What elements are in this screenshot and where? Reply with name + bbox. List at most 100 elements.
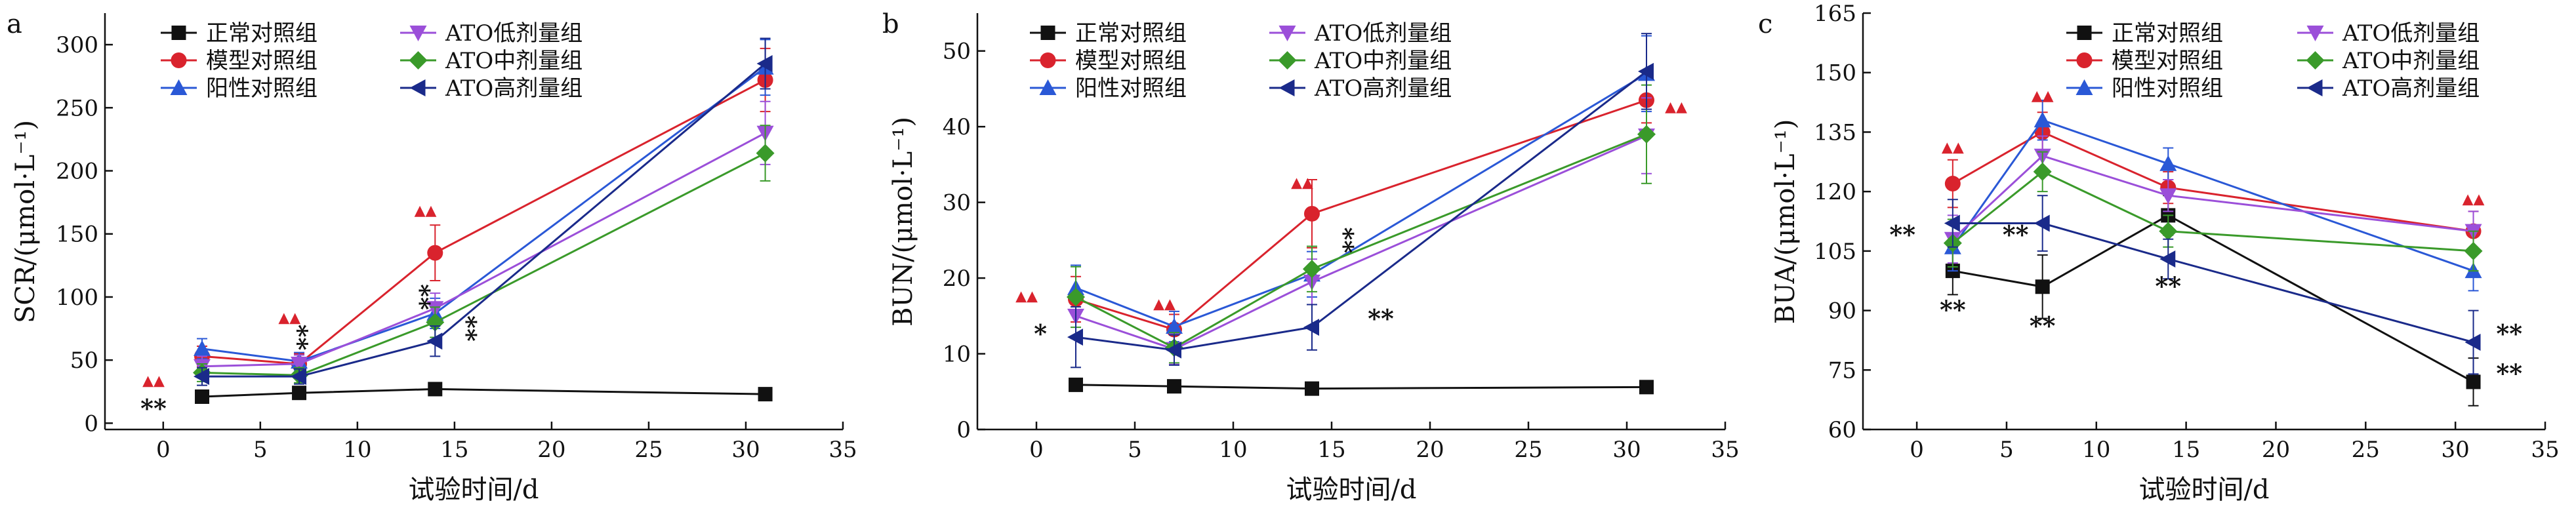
- series-line: [1075, 134, 1647, 351]
- series-line: [201, 152, 766, 376]
- y-tick-label: 200: [56, 159, 98, 185]
- significance-mark: **: [2496, 358, 2522, 388]
- legend-marker: [171, 26, 186, 40]
- data-point: [1637, 125, 1656, 144]
- significance-mark: **: [2030, 311, 2056, 340]
- legend-label: 模型对照组: [2112, 48, 2223, 74]
- legend-marker: [1040, 26, 1055, 40]
- data-point: [428, 382, 443, 397]
- series-0: [195, 382, 773, 404]
- x-tick-label: 30: [2442, 437, 2470, 463]
- data-point: [2159, 222, 2178, 241]
- data-point: [2464, 241, 2483, 260]
- data-point: [756, 54, 773, 72]
- legend-marker: [1278, 51, 1297, 70]
- x-tick-label: 20: [2262, 437, 2290, 463]
- x-tick-label: 15: [1317, 437, 1345, 463]
- x-tick-label: 20: [1416, 437, 1444, 463]
- significance-mark: **: [2496, 319, 2522, 348]
- legend-marker: [2306, 51, 2325, 70]
- y-tick-label: 75: [1828, 357, 1856, 384]
- data-point: [2466, 374, 2481, 389]
- legend-marker: [171, 52, 187, 68]
- legend-marker: [409, 79, 426, 96]
- legend-marker: [1040, 52, 1056, 68]
- legend-label: ATO高剂量组: [1314, 75, 1452, 102]
- data-point: [756, 144, 775, 163]
- significance-mark: **: [1330, 227, 1359, 253]
- data-point: [758, 387, 773, 402]
- legend-marker: [1278, 79, 1295, 96]
- series-line: [1952, 155, 2474, 240]
- legend-label: 模型对照组: [206, 48, 317, 74]
- y-tick-label: 50: [943, 39, 971, 65]
- data-point: [1067, 329, 1083, 346]
- data-point: [2033, 162, 2052, 181]
- x-tick-label: 5: [253, 437, 268, 463]
- x-axis-label: 试验时间/d: [2138, 475, 2269, 505]
- legend-marker: [170, 79, 188, 95]
- series-line: [1075, 133, 1647, 349]
- x-tick-label: 15: [440, 437, 468, 463]
- significance-mark: ▲▲: [1153, 296, 1176, 312]
- x-tick-label: 30: [731, 437, 760, 463]
- legend-label: ATO低剂量组: [2342, 20, 2480, 47]
- series-line: [1952, 119, 2474, 272]
- data-point: [1304, 205, 1320, 222]
- significance-mark: ▲▲: [2463, 191, 2485, 207]
- legend-label: ATO高剂量组: [2342, 75, 2480, 102]
- significance-mark: ▲▲: [415, 203, 437, 219]
- data-point: [1305, 381, 1319, 396]
- data-point: [194, 368, 210, 386]
- chart-panel-a: a 0 50 100 150 200 250 300 0 5 10 15 20 25 30 35 试验时间/d S…: [7, 9, 857, 505]
- legend-label: ATO低剂量组: [1314, 20, 1452, 47]
- legend-label: 模型对照组: [1075, 48, 1187, 74]
- series-line: [202, 62, 766, 378]
- data-point: [1069, 377, 1083, 392]
- data-point: [2159, 188, 2177, 205]
- significance-mark: **: [1889, 220, 1915, 249]
- series-3: [194, 100, 774, 378]
- significance-mark: **: [2155, 271, 2181, 300]
- x-tick-label: 5: [1128, 437, 1142, 463]
- series-5: [194, 37, 773, 386]
- legend-label: 正常对照组: [206, 20, 317, 47]
- y-tick-label: 165: [1814, 1, 1856, 27]
- data-point: [2034, 111, 2051, 128]
- panel-letter: a: [7, 9, 22, 39]
- legend-label: 阳性对照组: [1075, 75, 1187, 102]
- legend-label: ATO中剂量组: [1314, 48, 1452, 74]
- chart-panel-b: b 0 10 20 30 40 50 0 5 10 15 20 25 30 35 试验时间/d BUN/(μmo…: [882, 9, 1740, 505]
- significance-mark: **: [1940, 295, 1966, 325]
- y-tick-label: 300: [56, 32, 98, 58]
- chart-panel-c: c 60 75 90 105 120 135 150 165 0 5 10 15 20 25 30 35 试验时间…: [1758, 1, 2560, 505]
- significance-mark: **: [283, 325, 313, 351]
- significance-mark: ▲▲: [142, 373, 165, 389]
- y-tick-label: 150: [1814, 60, 1856, 87]
- x-axis-label: 试验时间/d: [1286, 475, 1416, 505]
- significance-mark: ▲▲: [278, 309, 300, 326]
- panel-letter: c: [1758, 9, 1772, 39]
- x-tick-label: 10: [1219, 437, 1247, 463]
- x-axis-label: 试验时间/d: [408, 475, 539, 505]
- significance-mark: **: [453, 315, 482, 342]
- series-line: [1952, 214, 2474, 383]
- significance-mark: ▲▲: [1942, 140, 1964, 156]
- legend-label: ATO高剂量组: [445, 75, 583, 102]
- data-point: [1067, 287, 1085, 306]
- series-line: [201, 132, 766, 368]
- x-tick-label: 5: [1999, 437, 2014, 463]
- y-tick-label: 30: [943, 190, 971, 216]
- data-point: [1944, 176, 1961, 192]
- series-4: [1943, 151, 2483, 272]
- significance-mark: **: [406, 284, 436, 310]
- series-2: [1944, 100, 2482, 292]
- data-point: [2035, 279, 2050, 294]
- y-tick-label: 60: [1828, 417, 1856, 443]
- data-point: [427, 245, 443, 261]
- series-line: [1075, 73, 1647, 328]
- y-tick-label: 40: [943, 114, 971, 140]
- y-axis-label: SCR/(μmol·L⁻¹): [10, 120, 41, 323]
- legend-marker: [409, 51, 428, 70]
- series-5: [1944, 195, 2481, 375]
